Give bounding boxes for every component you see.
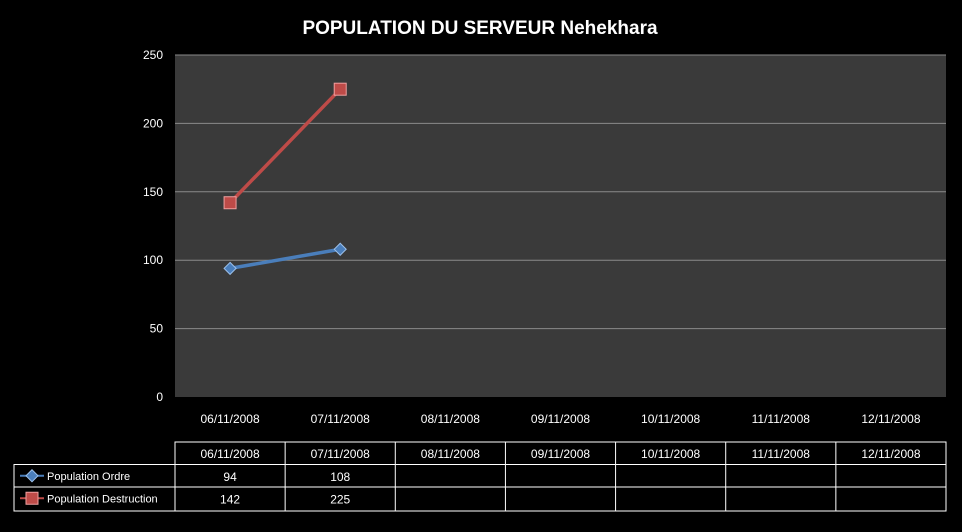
y-tick-label: 200	[143, 116, 163, 130]
y-tick-label: 250	[143, 48, 163, 62]
legend-label: Population Ordre	[47, 471, 130, 483]
table-value-cell: 108	[330, 470, 350, 484]
data-point	[333, 242, 347, 256]
series-line	[228, 87, 342, 204]
table-header-cell: 07/11/2008	[311, 447, 370, 461]
table-header-cell: 09/11/2008	[531, 447, 590, 461]
table-header-cell: 10/11/2008	[641, 447, 700, 461]
x-tick-label: 12/11/2008	[861, 412, 920, 426]
y-tick-label: 50	[150, 322, 164, 336]
chart-title: POPULATION DU SERVEUR Nehekhara	[302, 18, 658, 39]
series-line	[229, 247, 341, 271]
x-tick-label: 10/11/2008	[641, 412, 700, 426]
data-point	[223, 261, 237, 276]
x-tick-label: 09/11/2008	[531, 412, 590, 426]
y-tick-label: 100	[143, 253, 163, 267]
table-value-cell: 94	[223, 470, 237, 484]
plot-background	[175, 55, 946, 397]
data-point	[333, 82, 347, 96]
table-value-cell: 225	[330, 492, 350, 506]
table-header-cell: 11/11/2008	[752, 447, 811, 461]
table-header-cell: 12/11/2008	[861, 447, 920, 461]
data-point	[223, 196, 237, 210]
table-header-cell: 08/11/2008	[421, 447, 480, 461]
x-tick-label: 08/11/2008	[421, 412, 480, 426]
y-tick-label: 150	[143, 185, 163, 199]
table-header-cell: 06/11/2008	[200, 447, 259, 461]
data-point	[25, 469, 39, 483]
y-tick-label: 0	[156, 390, 163, 404]
plot-area: 0 50 100 150 200 250 06/11/2008 07/11/2008 08/11…	[143, 48, 946, 426]
x-tick-label: 07/11/2008	[311, 412, 370, 426]
legend-label: Population Destruction	[47, 493, 158, 505]
data-table: 06/11/2008 07/11/2008 08/11/2008 09/11/2008…	[13, 441, 947, 512]
table-value-cell: 142	[220, 492, 240, 506]
x-tick-label: 11/11/2008	[752, 412, 811, 426]
data-point	[25, 491, 39, 505]
x-tick-label: 06/11/2008	[200, 412, 259, 426]
